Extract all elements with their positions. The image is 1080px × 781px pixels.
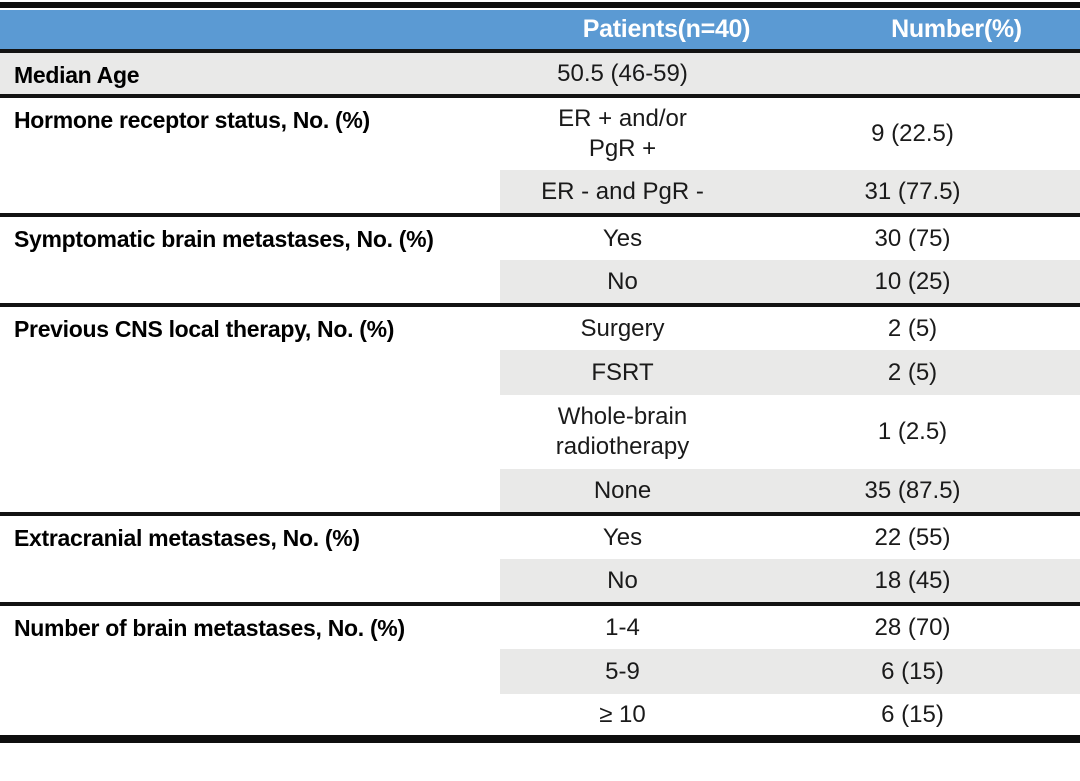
header-cell-patients: Patients(n=40) <box>500 10 750 53</box>
cell-category: Yes <box>602 523 643 551</box>
cell-category: ER + and/or PgR + <box>558 105 687 162</box>
table-row: Previous CNS local therapy, No. (%) Surge… <box>0 305 1080 516</box>
row-group-label: Hormone receptor status, No. (%) <box>0 96 500 217</box>
table-row: ER - and PgR -31 (77.5) <box>0 170 1080 217</box>
cell-number: 1 (2.5) <box>877 418 948 445</box>
cell-number: 10 (25) <box>745 260 1080 307</box>
cell-number: 28 (70) <box>874 613 951 641</box>
table-top-border <box>0 2 1080 8</box>
table-row: No 18 (45) <box>0 559 1080 606</box>
header-cell-empty <box>0 10 500 53</box>
patient-characteristics-table: Patients(n=40) Number(%) Median Age 50.5 … <box>0 10 1080 743</box>
row-group-label: Extracranial metastases, No. (%) <box>0 514 500 606</box>
cell-category: 5-9 <box>500 649 745 694</box>
cell-category: None <box>500 469 745 516</box>
table-row: No 10 (25) <box>0 260 1080 307</box>
cell-number: 18 (45) <box>745 559 1080 606</box>
cell-category: Whole-brain radiotherapy <box>555 403 690 460</box>
header-row: Patients(n=40) Number(%) <box>0 10 1080 53</box>
cell-number: 35 (87.5) <box>745 469 1080 516</box>
divider <box>0 8 1080 10</box>
table-row: ≥ 10 6 (15) <box>0 694 1080 741</box>
row-group-label: Symptomatic brain metastases, No. (%) <box>0 215 500 307</box>
row-group-label: Number of brain metastases, No. (%) <box>0 604 500 741</box>
cell-number <box>745 51 1080 98</box>
cell-category: FSRT <box>500 350 745 395</box>
cell-number: 30 (75) <box>874 224 951 252</box>
cell-number: 6 (15) <box>745 694 1080 741</box>
cell-number: 22 (55) <box>874 523 951 551</box>
row-group-label: Median Age <box>0 51 500 98</box>
header-patients-label: Patients(n=40) <box>582 15 751 43</box>
cell-category: ER - and PgR - <box>500 170 745 217</box>
cell-number: 31 (77.5) <box>745 170 1080 217</box>
header-cell-number: Number(%) <box>745 10 1080 53</box>
table-row: Whole-brain radiotherapy 1 (2.5) <box>0 395 1080 469</box>
cell-category: 50.5 (46-59) <box>500 51 745 98</box>
cell-category: No <box>500 260 745 307</box>
table-row: 5-9 6 (15) <box>0 649 1080 694</box>
cell-number: 6 (15) <box>745 649 1080 694</box>
cell-category: Yes <box>602 224 643 252</box>
table-row: None 35 (87.5) <box>0 469 1080 516</box>
table-row: Hormone receptor status, No. (%) ER + and… <box>0 96 1080 217</box>
cell-number: 2 (5) <box>745 350 1080 395</box>
table-row: FSRT 2 (5) <box>0 350 1080 395</box>
header-number-label: Number(%) <box>891 15 1022 43</box>
cell-category: Surgery <box>580 314 665 342</box>
table-row: Extracranial metastases, No. (%) Yes 22 (5… <box>0 514 1080 606</box>
cell-category: 1-4 <box>605 613 640 641</box>
cell-category: ≥ 10 <box>500 694 745 741</box>
row-group-label: Previous CNS local therapy, No. (%) <box>0 305 500 516</box>
table-row: Median Age 50.5 (46-59) <box>0 51 1080 98</box>
cell-category: No <box>500 559 745 606</box>
table-row: Number of brain metastases, No. (%) 1-4 28… <box>0 604 1080 741</box>
cell-number: 9 (22.5) <box>871 120 954 147</box>
cell-number: 2 (5) <box>887 314 938 342</box>
table-row: Symptomatic brain metastases, No. (%) Yes… <box>0 215 1080 307</box>
